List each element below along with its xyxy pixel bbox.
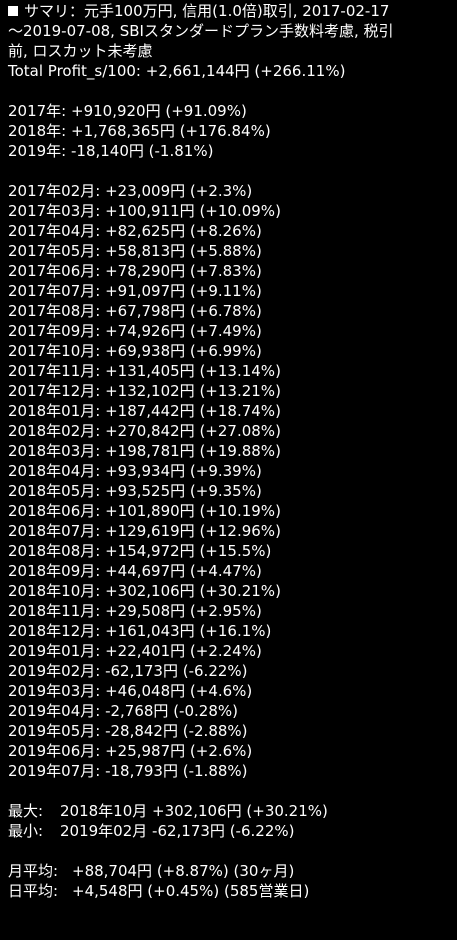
monthly-profit-row: 2018年10月: +302,106円 (+30.21%)	[8, 582, 281, 600]
monthly-profit-row: 2018年06月: +101,890円 (+10.19%)	[8, 502, 281, 520]
min-label: 最小:	[8, 822, 44, 840]
monthly-profit-row: 2018年01月: +187,442円 (+18.74%)	[8, 402, 281, 420]
monthly-profit-row: 2017年03月: +100,911円 (+10.09%)	[8, 202, 281, 220]
monthly-profit-row: 2017年11月: +131,405円 (+13.14%)	[8, 362, 281, 380]
monthly-profit-row: 2019年01月: +22,401円 (+2.24%)	[8, 642, 262, 660]
monthly-profit-row: 2018年07月: +129,619円 (+12.96%)	[8, 522, 281, 540]
monthly-profit-row: 2017年09月: +74,926円 (+7.49%)	[8, 322, 262, 340]
monthly-profit-row: 2019年06月: +25,987円 (+2.6%)	[8, 742, 253, 760]
section-spacer	[8, 81, 457, 101]
monthly-average-value: +88,704円 (+8.87%) (30ヶ月)	[72, 862, 295, 880]
summary-header-line: 前, ロスカット未考慮	[8, 42, 153, 60]
monthly-profit-row: 2017年10月: +69,938円 (+6.99%)	[8, 342, 262, 360]
max-label: 最大:	[8, 802, 44, 820]
min-month-row: 最小: 2019年02月 -62,173円 (-6.22%)	[8, 821, 457, 841]
monthly-profit-row: 2017年02月: +23,009円 (+2.3%)	[8, 182, 253, 200]
monthly-profit-row: 2017年05月: +58,813円 (+5.88%)	[8, 242, 262, 260]
monthly-profit-row: 2017年07月: +91,097円 (+9.11%)	[8, 282, 262, 300]
monthly-profit-row: 2018年04月: +93,934円 (+9.39%)	[8, 462, 262, 480]
daily-average-label: 日平均:	[8, 882, 59, 900]
summary-header-text: サマリ：元手100万円, 信用(1.0倍)取引, 2017-02-17	[24, 2, 390, 20]
monthly-profit-row: 2018年09月: +44,697円 (+4.47%)	[8, 562, 262, 580]
min-value: 2019年02月 -62,173円 (-6.22%)	[60, 822, 295, 840]
monthly-profit-row: 2018年03月: +198,781円 (+19.88%)	[8, 442, 281, 460]
bullet-square-icon	[8, 6, 18, 16]
monthly-profit-row: 2019年03月: +46,048円 (+4.6%)	[8, 682, 253, 700]
monthly-profit-row: 2017年06月: +78,290円 (+7.83%)	[8, 262, 262, 280]
monthly-profit-row: 2019年04月: -2,768円 (-0.28%)	[8, 702, 238, 720]
section-spacer	[8, 161, 457, 181]
monthly-profit-row: 2017年12月: +132,102円 (+13.21%)	[8, 382, 281, 400]
daily-average-value: +4,548円 (+0.45%) (585営業日)	[72, 882, 310, 900]
monthly-profit-row: 2018年11月: +29,508円 (+2.95%)	[8, 602, 262, 620]
monthly-profit-row: 2018年02月: +270,842円 (+27.08%)	[8, 422, 281, 440]
daily-average-row: 日平均: +4,548円 (+0.45%) (585営業日)	[8, 881, 457, 901]
total-profit: Total Profit_s/100: +2,661,144円 (+266.11…	[8, 62, 346, 80]
monthly-profit-row: 2019年05月: -28,842円 (-2.88%)	[8, 722, 248, 740]
yearly-profit-row: 2019年: -18,140円 (-1.81%)	[8, 142, 214, 160]
monthly-profit-row: 2018年05月: +93,525円 (+9.35%)	[8, 482, 262, 500]
max-value: 2018年10月 +302,106円 (+30.21%)	[60, 802, 328, 820]
monthly-profit-row: 2017年08月: +67,798円 (+6.78%)	[8, 302, 262, 320]
section-spacer	[8, 781, 457, 801]
monthly-profit-row: 2019年07月: -18,793円 (-1.88%)	[8, 762, 248, 780]
yearly-profit-row: 2017年: +910,920円 (+91.09%)	[8, 102, 247, 120]
monthly-average-row: 月平均: +88,704円 (+8.87%) (30ヶ月)	[8, 861, 457, 881]
monthly-average-label: 月平均:	[8, 862, 59, 880]
section-spacer	[8, 841, 457, 861]
monthly-profit-row: 2017年04月: +82,625円 (+8.26%)	[8, 222, 262, 240]
monthly-profit-row: 2018年12月: +161,043円 (+16.1%)	[8, 622, 272, 640]
summary-header-line: ～2019-07-08, SBIスタンダードプラン手数料考慮, 税引	[8, 22, 394, 40]
yearly-profit-row: 2018年: +1,768,365円 (+176.84%)	[8, 122, 271, 140]
monthly-profit-row: 2018年08月: +154,972円 (+15.5%)	[8, 542, 272, 560]
monthly-profit-row: 2019年02月: -62,173円 (-6.22%)	[8, 662, 248, 680]
summary-header-line: サマリ：元手100万円, 信用(1.0倍)取引, 2017-02-17	[8, 1, 457, 21]
max-month-row: 最大: 2018年10月 +302,106円 (+30.21%)	[8, 801, 457, 821]
